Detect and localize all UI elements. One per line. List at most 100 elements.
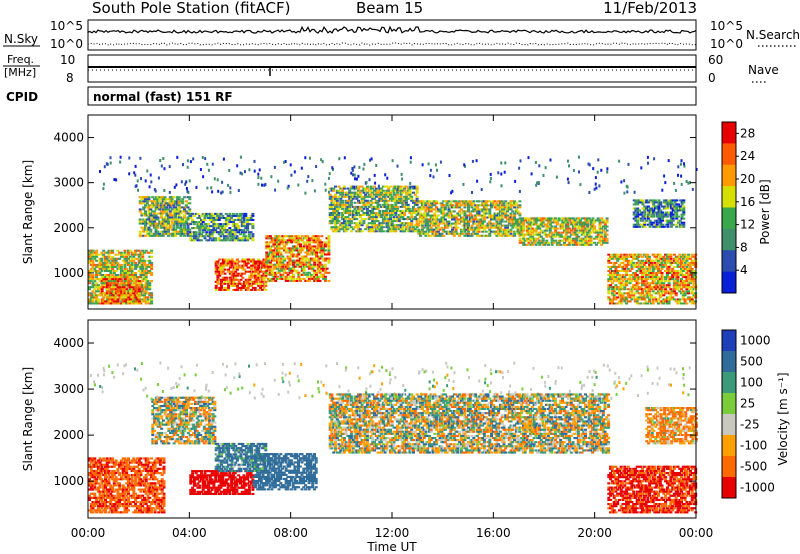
power-cell [490, 222, 493, 225]
power-cell [291, 245, 295, 248]
power-cell [497, 212, 501, 215]
power-cell [96, 288, 100, 291]
nave-label: Nave [748, 63, 779, 77]
power-cell [295, 277, 299, 280]
power-cell [146, 265, 150, 268]
power-cell [98, 265, 102, 268]
power-cell [226, 229, 230, 232]
power-cell [625, 255, 629, 258]
power-cell [683, 261, 687, 264]
power-cell [413, 230, 417, 233]
power-cell [518, 221, 522, 224]
power-cell [194, 235, 198, 238]
power-cell [605, 225, 609, 228]
power-cell [118, 263, 122, 266]
power-cell [472, 232, 476, 235]
power-cell [433, 202, 437, 205]
power-cell [175, 196, 179, 199]
power-cell [214, 286, 218, 289]
power-cell [380, 228, 384, 231]
power-cell [399, 212, 403, 214]
power-cell [648, 265, 652, 268]
power-cell [639, 259, 643, 262]
power-cell [497, 222, 501, 225]
power-cell [123, 298, 127, 301]
power-cell [300, 259, 304, 262]
power-cell [95, 302, 99, 305]
power-cell [102, 300, 106, 303]
power-cell [651, 272, 655, 274]
power-cell [334, 218, 337, 221]
power-cell [571, 225, 575, 228]
power-cell [299, 263, 302, 266]
power-cell [283, 259, 287, 262]
power-cell [422, 216, 426, 219]
power-cell [381, 218, 385, 221]
power-cell [488, 232, 492, 235]
power-cell [174, 212, 178, 215]
power-cell [227, 282, 231, 285]
power-cell [436, 234, 440, 237]
power-cell [639, 288, 643, 291]
power-cell [232, 260, 236, 263]
cpid-panel [87, 86, 697, 106]
power-cell [669, 290, 673, 293]
power-cell [113, 296, 117, 299]
power-cell [224, 221, 228, 223]
power-cell [251, 235, 255, 238]
power-cell [612, 270, 616, 272]
power-cell [322, 247, 326, 250]
power-cell [389, 228, 392, 231]
power-cell [413, 203, 417, 206]
power-cell [539, 219, 543, 222]
power-cell [683, 292, 687, 295]
power-cell [518, 239, 522, 242]
power-cell [116, 282, 120, 285]
power-cell [104, 263, 107, 266]
power-cell [227, 262, 231, 265]
power-cell [137, 286, 141, 289]
power-cell [500, 234, 504, 237]
power-cell [513, 202, 517, 205]
power-cell [93, 251, 97, 254]
power-cell [360, 189, 364, 192]
power-cell [167, 208, 170, 211]
power-cell [344, 205, 348, 208]
power-cell [621, 270, 625, 272]
power-cell [237, 272, 241, 275]
power-cell [399, 205, 403, 208]
power-cell [344, 226, 348, 229]
power-cell [318, 251, 322, 254]
power-cell [491, 200, 495, 203]
power-cell [107, 255, 111, 258]
power-cell [109, 263, 113, 266]
power-cell [335, 220, 339, 223]
power-cell [219, 225, 223, 228]
power-cell [660, 272, 664, 274]
power-cell [151, 222, 155, 225]
power-cell [134, 290, 138, 293]
power-cell [351, 205, 355, 208]
power-cell [443, 230, 447, 233]
power-cell [610, 288, 614, 291]
power-cell [267, 277, 271, 280]
power-cell [299, 239, 302, 242]
power-cell [349, 193, 353, 196]
power-cell [609, 298, 613, 301]
power-cell [443, 204, 447, 207]
power-cell [121, 259, 125, 262]
power-cell [286, 277, 290, 280]
power-cell [518, 219, 522, 222]
power-cell [614, 261, 618, 264]
power-cell [563, 229, 566, 232]
power-cell [610, 274, 614, 276]
power-cell [332, 210, 336, 212]
power-cell [605, 233, 609, 236]
power-cell [364, 187, 368, 190]
power-cell [215, 223, 219, 226]
power-cell [189, 231, 193, 234]
power-cell [658, 270, 662, 272]
power-cell [332, 197, 336, 200]
power-cell [362, 212, 366, 214]
power-cell [513, 200, 517, 203]
